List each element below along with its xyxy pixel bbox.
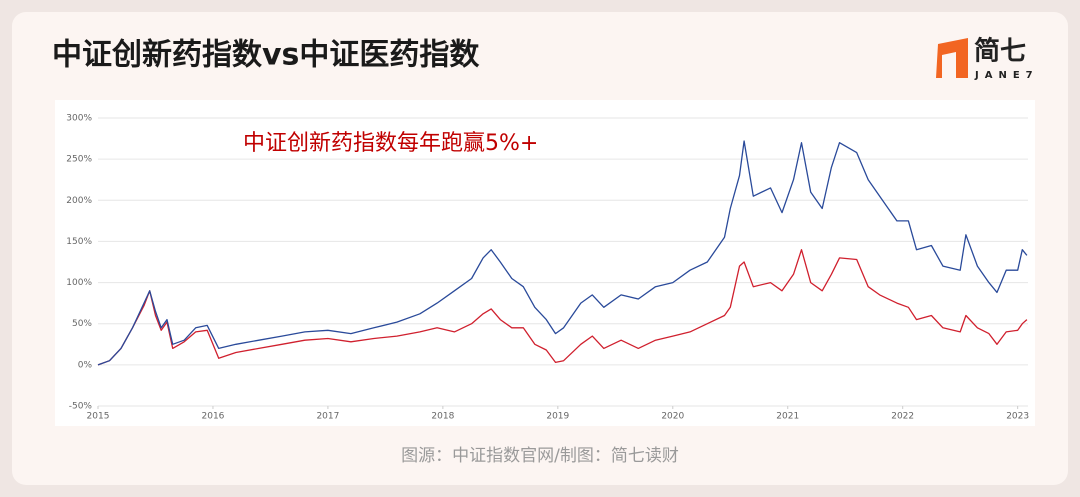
chart-title: 中证创新药指数vs中证医药指数 <box>52 38 480 73</box>
logo-subtext: JANE7 <box>974 70 1039 81</box>
source: 图源：中证指数官网/制图：简七读财 <box>401 446 679 466</box>
logo-icon <box>936 38 968 78</box>
y-tick-label: 100% <box>66 278 92 288</box>
x-tick-label: 2018 <box>431 412 454 422</box>
x-tick-label: 2017 <box>316 412 339 422</box>
y-tick-label: 50% <box>72 319 92 329</box>
logo-text: 简七 <box>974 36 1026 67</box>
x-tick-label: 2021 <box>776 412 799 422</box>
y-tick-label: 150% <box>66 237 92 247</box>
series-line <box>97 140 1028 366</box>
y-tick-label: -50% <box>69 402 93 412</box>
x-tick-label: 2023 <box>1006 412 1029 422</box>
x-tick-label: 2022 <box>891 412 914 422</box>
plot-panel <box>55 100 1035 426</box>
y-tick-label: 200% <box>66 196 92 206</box>
x-tick-label: 2016 <box>202 412 225 422</box>
y-tick-label: 300% <box>66 114 92 124</box>
x-tick-label: 2020 <box>661 412 684 422</box>
series-line <box>97 249 1028 366</box>
annotation: 中证创新药指数每年跑赢5%+ <box>243 131 538 156</box>
x-tick-label: 2015 <box>87 412 110 422</box>
y-tick-label: 250% <box>66 155 92 165</box>
y-tick-label: 0% <box>78 360 93 370</box>
x-tick-label: 2019 <box>546 412 569 422</box>
